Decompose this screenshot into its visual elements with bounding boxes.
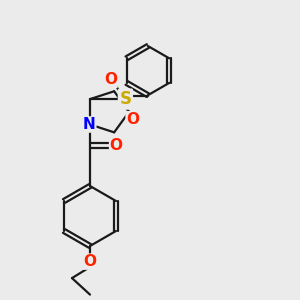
Text: O: O — [126, 112, 139, 127]
Text: O: O — [104, 72, 117, 87]
Text: O: O — [110, 138, 123, 153]
Text: S: S — [119, 90, 131, 108]
Text: O: O — [83, 254, 97, 269]
Text: N: N — [83, 117, 96, 132]
